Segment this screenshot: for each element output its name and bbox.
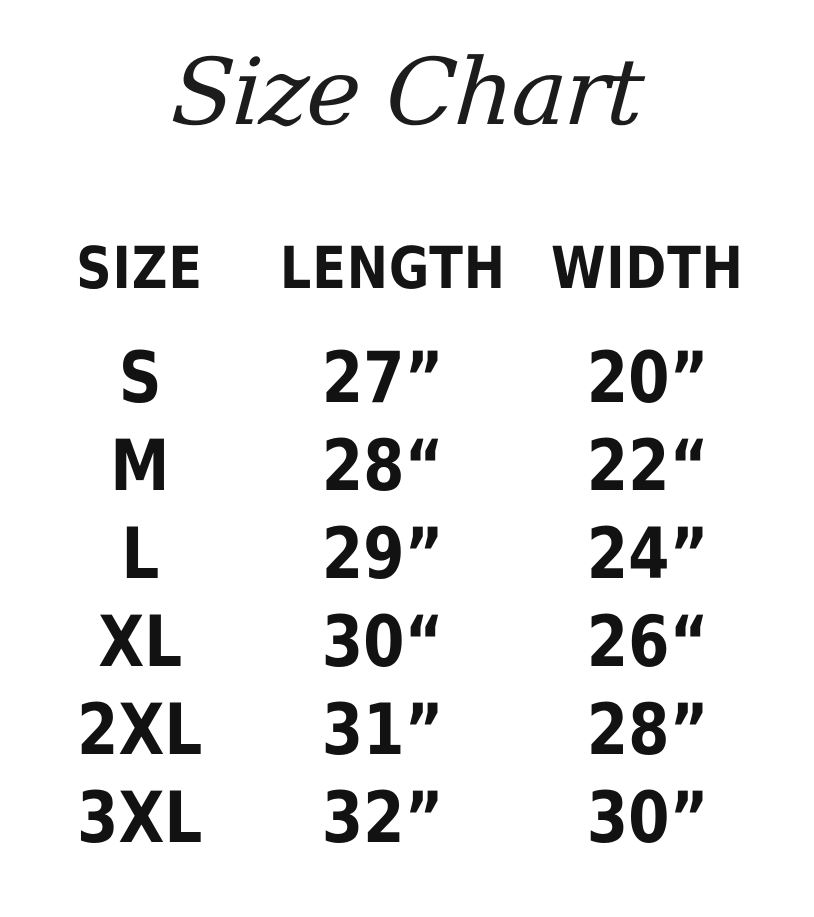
width-value: 26“ — [586, 601, 709, 683]
size-value: 2XL — [77, 689, 203, 771]
width-value: 22“ — [586, 425, 709, 507]
length-value: 29” — [321, 513, 444, 595]
width-value: 28” — [586, 689, 709, 771]
column-header-size-label: SIZE — [76, 234, 204, 302]
size-cell: M — [20, 431, 260, 501]
column-header-length-label: LENGTH — [279, 234, 506, 302]
width-cell: 26“ — [505, 607, 790, 677]
length-value: 31” — [321, 689, 444, 771]
width-cell: 28” — [505, 695, 790, 765]
length-value: 30“ — [321, 601, 444, 683]
width-value: 24” — [586, 513, 709, 595]
table-row: M 28“ 22“ — [20, 422, 790, 510]
width-cell: 30” — [505, 783, 790, 853]
table-row: S 27” 20” — [20, 334, 790, 422]
table-header-row: SIZE LENGTH WIDTH — [20, 238, 790, 298]
length-value: 32” — [321, 777, 444, 859]
table-row: L 29” 24” — [20, 510, 790, 598]
width-cell: 22“ — [505, 431, 790, 501]
length-cell: 28“ — [260, 431, 505, 501]
length-cell: 27” — [260, 343, 505, 413]
table-row: XL 30“ 26“ — [20, 598, 790, 686]
size-value: 3XL — [77, 777, 203, 859]
size-cell: S — [20, 343, 260, 413]
width-cell: 20” — [505, 343, 790, 413]
size-value: S — [118, 337, 162, 419]
width-value: 30” — [586, 777, 709, 859]
size-cell: L — [20, 519, 260, 589]
length-value: 27” — [321, 337, 444, 419]
size-cell: XL — [20, 607, 260, 677]
size-value: M — [110, 425, 170, 507]
size-value: L — [121, 513, 159, 595]
column-header-width-label: WIDTH — [551, 234, 744, 302]
size-cell: 2XL — [20, 695, 260, 765]
length-value: 28“ — [321, 425, 444, 507]
width-value: 20” — [586, 337, 709, 419]
length-cell: 32” — [260, 783, 505, 853]
length-cell: 30“ — [260, 607, 505, 677]
length-cell: 31” — [260, 695, 505, 765]
column-header-size: SIZE — [20, 239, 260, 297]
column-header-length: LENGTH — [260, 239, 505, 297]
length-cell: 29” — [260, 519, 505, 589]
table-row: 2XL 31” 28” — [20, 686, 790, 774]
size-cell: 3XL — [20, 783, 260, 853]
width-cell: 24” — [505, 519, 790, 589]
column-header-width: WIDTH — [505, 239, 790, 297]
size-value: XL — [98, 601, 182, 683]
table-row: 3XL 32” 30” — [20, 774, 790, 862]
